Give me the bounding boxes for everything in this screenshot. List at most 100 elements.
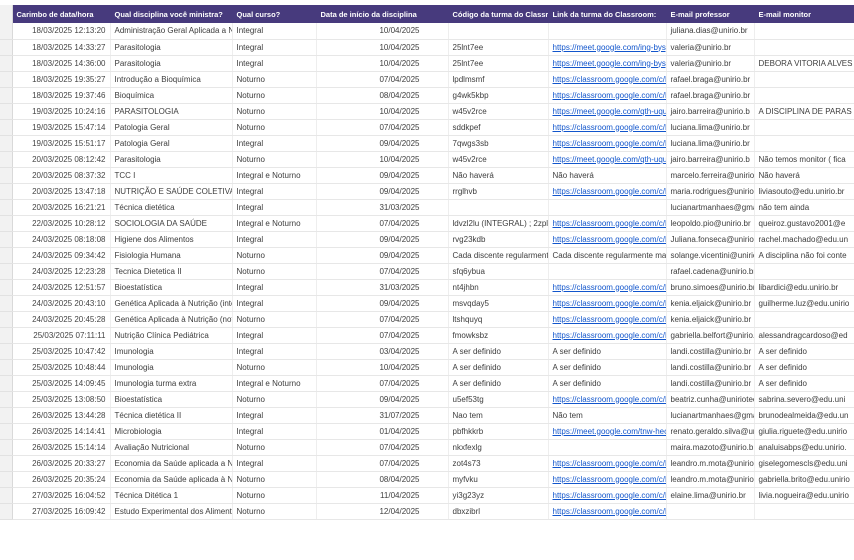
cell-inicio: 07/04/2025 (316, 327, 449, 344)
classroom-url-link[interactable]: https://meet.google.com/ing-bysp- (552, 42, 666, 52)
classroom-url-link[interactable]: https://meet.google.com/qth-uqun (552, 154, 666, 164)
table-row: 18/03/2025 19:35:27 Introdução a Bioquími… (0, 71, 854, 88)
cell-codigo: g4wk5kbp (448, 87, 549, 104)
cell-inicio: 10/04/2025 (316, 359, 449, 376)
table-row: 19/03/2025 10:24:16 PARASITOLOGIA Noturno 1… (0, 103, 854, 120)
cell-link: A ser definido (548, 375, 667, 392)
row-gutter (0, 55, 13, 72)
row-gutter (0, 23, 13, 40)
cell-inicio: 31/03/2025 (316, 199, 449, 216)
cell-curso: Noturno (232, 359, 317, 376)
row-gutter (0, 343, 13, 360)
cell-timestamp: 26/03/2025 15:14:14 (12, 439, 111, 456)
cell-monitor: alessandragcardoso@ed (754, 327, 854, 344)
classroom-url-link[interactable]: https://classroom.google.com/c/N (552, 90, 666, 100)
cell-codigo: zot4s73 (448, 455, 549, 472)
row-gutter (0, 215, 13, 232)
cell-timestamp: 25/03/2025 13:08:50 (12, 391, 111, 408)
row-gutter (0, 327, 13, 344)
classroom-url-link[interactable]: https://meet.google.com/tnw-hecn (552, 426, 666, 436)
classroom-url-link[interactable]: https://classroom.google.com/c/N (552, 394, 666, 404)
cell-monitor: Não haverá (754, 167, 854, 184)
cell-monitor: giselegomescls@edu.uni (754, 455, 854, 472)
cell-link: https://classroom.google.com/c/N (548, 279, 667, 296)
classroom-url-link[interactable]: https://classroom.google.com/c/N (552, 122, 666, 132)
classroom-url-link[interactable]: https://meet.google.com/qth-uqun (552, 106, 666, 116)
column-header-monitor: E-mail monitor (754, 5, 854, 23)
cell-monitor (754, 39, 854, 56)
cell-disciplina: Introdução a Bioquímica (110, 71, 233, 88)
cell-monitor: giulia.riguete@edu.unirio (754, 423, 854, 440)
cell-monitor (754, 119, 854, 136)
row-gutter (0, 167, 13, 184)
table-row: 25/03/2025 14:09:45 Imunologia turma extr… (0, 375, 854, 392)
cell-curso: Integral (232, 39, 317, 56)
classroom-url-link[interactable]: https://classroom.google.com/c/N (552, 74, 666, 84)
cell-curso: Integral (232, 55, 317, 72)
cell-monitor: não tem ainda (754, 199, 854, 216)
cell-link: https://classroom.google.com/c/N (548, 87, 667, 104)
cell-codigo: rrglhvb (448, 183, 549, 200)
cell-codigo: dbxzibrl (448, 503, 549, 520)
cell-inicio: 07/04/2025 (316, 215, 449, 232)
cell-professor: solange.vicentini@unirio (666, 247, 755, 264)
cell-disciplina: Avaliação Nutricional (110, 439, 233, 456)
classroom-url-link[interactable]: https://classroom.google.com/c/N (552, 314, 666, 324)
table-row: 20/03/2025 16:21:21 Técnica dietética Inte… (0, 199, 854, 216)
cell-link (548, 439, 667, 456)
cell-timestamp: 24/03/2025 09:34:42 (12, 247, 111, 264)
row-gutter (0, 311, 13, 328)
cell-curso: Noturno (232, 119, 317, 136)
cell-professor: landi.costilla@unirio.br (666, 359, 755, 376)
column-header-link: Link da turma do Classroom: (548, 5, 667, 23)
cell-timestamp: 26/03/2025 13:44:28 (12, 407, 111, 424)
cell-disciplina: Bioestatística (110, 279, 233, 296)
classroom-url-link[interactable]: https://classroom.google.com/c/N (552, 218, 666, 228)
cell-inicio: 08/04/2025 (316, 471, 449, 488)
cell-inicio: 03/04/2025 (316, 343, 449, 360)
cell-link: https://classroom.google.com/c/N (548, 295, 667, 312)
classroom-url-link[interactable]: https://classroom.google.com/c/N (552, 474, 666, 484)
cell-link: Não haverá (548, 167, 667, 184)
table-body: 18/03/2025 12:13:20 Administração Geral A… (0, 23, 854, 520)
classroom-url-link[interactable]: https://classroom.google.com/c/N (552, 186, 666, 196)
row-gutter (0, 503, 13, 520)
classroom-url-link[interactable]: https://classroom.google.com/c/N (552, 330, 666, 340)
cell-disciplina: Patologia Geral (110, 135, 233, 152)
cell-curso: Integral (232, 407, 317, 424)
row-gutter (0, 135, 13, 152)
cell-timestamp: 25/03/2025 10:47:42 (12, 343, 111, 360)
classroom-url-link[interactable]: https://classroom.google.com/c/N (552, 234, 666, 244)
cell-link (548, 263, 667, 280)
cell-link: https://classroom.google.com/c/N (548, 215, 667, 232)
cell-timestamp: 18/03/2025 19:35:27 (12, 71, 111, 88)
cell-timestamp: 25/03/2025 10:48:44 (12, 359, 111, 376)
spreadsheet-view: Carimbo de data/hora Qual disciplina você… (0, 5, 854, 520)
cell-inicio: 11/04/2025 (316, 487, 449, 504)
cell-codigo: w45v2rce (448, 151, 549, 168)
table-row: 26/03/2025 13:44:28 Técnica dietética II I… (0, 407, 854, 424)
classroom-url-link[interactable]: https://meet.google.com/ing-bysp- (552, 58, 666, 68)
cell-professor: maira.mazoto@unirio.b (666, 439, 755, 456)
table-row: 22/03/2025 10:28:12 SOCIOLOGIA DA SAÚDE In… (0, 215, 854, 232)
cell-inicio: 07/04/2025 (316, 119, 449, 136)
classroom-url-link[interactable]: https://classroom.google.com/c/N (552, 138, 666, 148)
cell-curso: Integral (232, 183, 317, 200)
classroom-url-link[interactable]: https://classroom.google.com/c/N (552, 506, 666, 516)
cell-timestamp: 20/03/2025 08:37:32 (12, 167, 111, 184)
cell-curso: Noturno (232, 247, 317, 264)
classroom-url-link[interactable]: https://classroom.google.com/c/N (552, 282, 666, 292)
cell-monitor (754, 87, 854, 104)
classroom-url-link[interactable]: https://classroom.google.com/c/N (552, 490, 666, 500)
cell-codigo: A ser definido (448, 343, 549, 360)
table-row: 19/03/2025 15:47:14 Patologia Geral Noturn… (0, 119, 854, 136)
cell-timestamp: 27/03/2025 16:04:52 (12, 487, 111, 504)
classroom-url-link[interactable]: https://classroom.google.com/c/N (552, 458, 666, 468)
cell-monitor (754, 135, 854, 152)
row-gutter (0, 423, 13, 440)
cell-monitor: liviasouto@edu.unirio.br (754, 183, 854, 200)
cell-timestamp: 26/03/2025 20:35:24 (12, 471, 111, 488)
cell-timestamp: 27/03/2025 16:09:42 (12, 503, 111, 520)
classroom-url-link[interactable]: https://classroom.google.com/c/N (552, 298, 666, 308)
cell-professor: landi.costilla@unirio.br (666, 375, 755, 392)
